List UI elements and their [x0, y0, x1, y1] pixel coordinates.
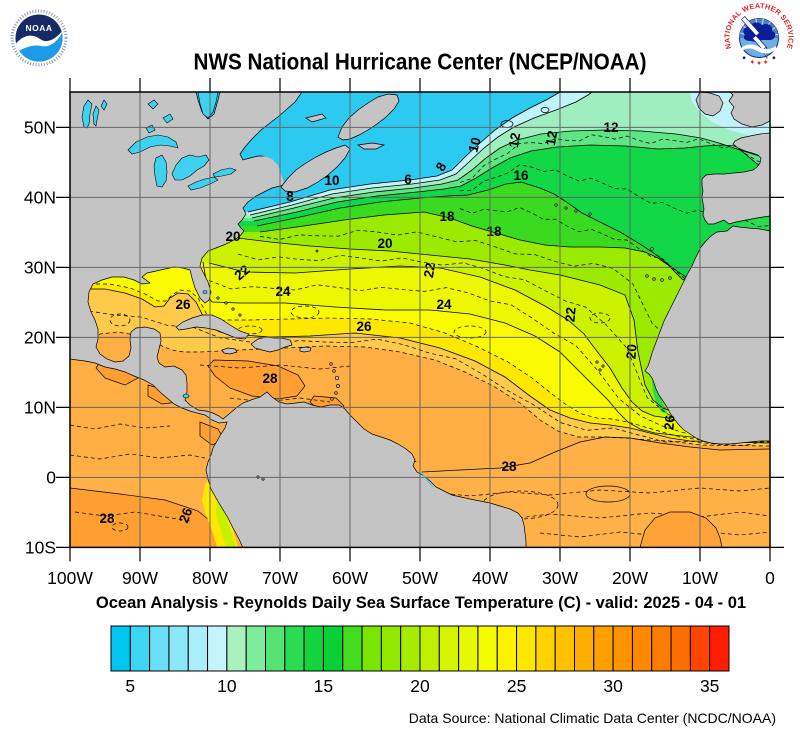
- svg-text:✦: ✦: [749, 59, 755, 67]
- svg-text:NWS National Hurricane Center: NWS National Hurricane Center (NCEP/NOAA…: [194, 49, 647, 75]
- svg-text:22: 22: [562, 306, 578, 322]
- svg-text:10N: 10N: [24, 397, 56, 417]
- svg-text:90W: 90W: [122, 568, 158, 588]
- svg-text:26: 26: [176, 505, 195, 525]
- svg-text:✦: ✦: [756, 60, 762, 68]
- svg-text:6: 6: [404, 172, 412, 187]
- svg-text:NOAA: NOAA: [25, 23, 52, 33]
- svg-text:50N: 50N: [24, 117, 56, 137]
- svg-text:30N: 30N: [24, 257, 56, 277]
- svg-text:12: 12: [543, 130, 560, 147]
- svg-text:26: 26: [356, 319, 372, 334]
- svg-text:0: 0: [765, 568, 775, 588]
- svg-text:20W: 20W: [612, 568, 648, 588]
- svg-text:24: 24: [275, 284, 291, 299]
- svg-text:30W: 30W: [542, 568, 578, 588]
- svg-text:✦: ✦: [763, 59, 769, 67]
- svg-text:30: 30: [603, 676, 623, 696]
- svg-text:28: 28: [501, 459, 517, 474]
- svg-text:28: 28: [99, 511, 115, 526]
- svg-text:40N: 40N: [24, 187, 56, 207]
- svg-text:8: 8: [286, 189, 294, 204]
- svg-text:Data Source: National Climatic: Data Source: National Climatic Data Cent…: [409, 710, 776, 726]
- svg-text:10S: 10S: [25, 537, 56, 557]
- svg-text:5: 5: [125, 676, 135, 696]
- svg-text:Ocean Analysis - Reynolds Dail: Ocean Analysis - Reynolds Daily Sea Surf…: [96, 594, 746, 612]
- svg-text:20N: 20N: [24, 327, 56, 347]
- svg-text:20: 20: [410, 676, 430, 696]
- svg-text:20: 20: [225, 229, 240, 244]
- svg-text:80W: 80W: [192, 568, 228, 588]
- svg-text:20: 20: [623, 343, 639, 359]
- svg-text:16: 16: [513, 168, 529, 183]
- svg-text:70W: 70W: [262, 568, 298, 588]
- svg-text:26: 26: [175, 297, 191, 312]
- svg-text:24: 24: [436, 297, 452, 312]
- svg-text:22: 22: [421, 262, 438, 279]
- svg-text:12: 12: [506, 132, 523, 149]
- svg-text:25: 25: [507, 676, 526, 696]
- svg-text:28: 28: [262, 371, 278, 386]
- svg-text:20: 20: [377, 236, 392, 251]
- svg-text:50W: 50W: [402, 568, 438, 588]
- svg-text:35: 35: [700, 676, 719, 696]
- svg-text:15: 15: [314, 676, 333, 696]
- svg-text:10: 10: [324, 173, 339, 188]
- svg-text:18: 18: [439, 209, 455, 224]
- svg-text:10: 10: [465, 136, 483, 154]
- svg-text:18: 18: [486, 224, 502, 239]
- svg-text:0: 0: [46, 467, 56, 487]
- svg-text:40W: 40W: [472, 568, 508, 588]
- svg-text:10W: 10W: [682, 568, 718, 588]
- svg-text:100W: 100W: [47, 568, 93, 588]
- svg-text:10: 10: [217, 676, 237, 696]
- svg-text:60W: 60W: [332, 568, 368, 588]
- svg-text:26: 26: [661, 414, 677, 431]
